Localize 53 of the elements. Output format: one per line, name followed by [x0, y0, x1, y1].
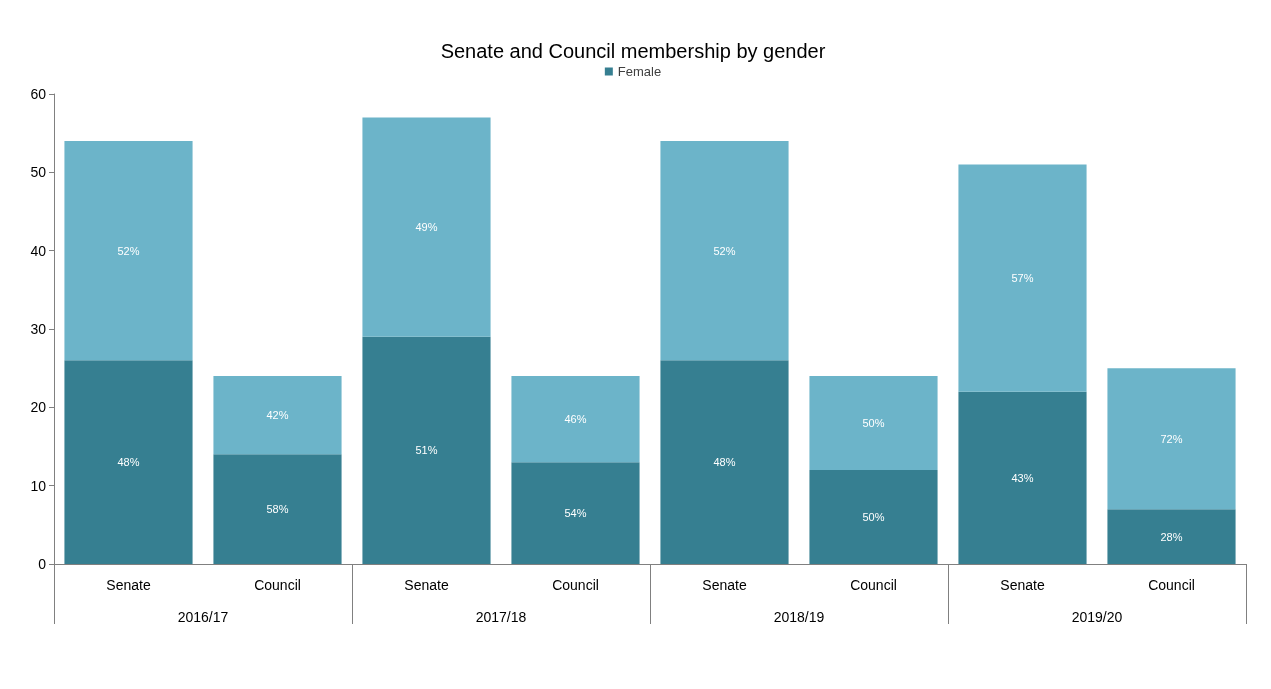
y-tick-label: 0 — [38, 556, 47, 572]
x-tick-label: Senate — [702, 577, 747, 593]
annotation: 54% — [564, 507, 587, 520]
annotation: 50% — [862, 511, 885, 523]
text: 2017/18 — [475, 609, 527, 625]
annotation: 57% — [1011, 272, 1034, 285]
annotation: 50% — [862, 417, 885, 429]
annotation: 52% — [117, 244, 140, 257]
annotation: 43% — [1011, 471, 1034, 484]
y-tick-label: 30 — [30, 321, 47, 337]
bar — [660, 360, 789, 564]
bar — [64, 360, 193, 564]
chart-title: Senate and Council membership by gender — [440, 40, 826, 62]
x-tick-label: Council — [552, 577, 599, 593]
bar — [362, 117, 491, 337]
bar — [958, 164, 1087, 392]
annotation: 48% — [713, 456, 736, 469]
annotation: 72% — [1160, 432, 1183, 445]
y-tick-label: 50 — [30, 164, 47, 181]
bar — [809, 376, 938, 470]
annotation: 51% — [415, 444, 438, 457]
y-tick-label: 10 — [30, 477, 47, 494]
x-tick-label: Council — [254, 577, 301, 593]
bar — [958, 391, 1087, 564]
text: 2016/17 — [177, 609, 229, 625]
text: 2019/20 — [1071, 609, 1123, 625]
annotation: 49% — [415, 221, 438, 234]
bar — [660, 141, 789, 361]
bar — [511, 376, 640, 463]
x-tick-label: Senate — [1000, 577, 1045, 593]
annotation: 28% — [1160, 530, 1183, 543]
x-tick-label: Senate — [404, 577, 449, 593]
annotation: 46% — [564, 413, 587, 426]
bar — [809, 470, 938, 564]
bar — [362, 336, 491, 564]
bar — [64, 141, 193, 361]
y-tick-label: 60 — [30, 86, 47, 102]
annotation: 42% — [266, 409, 289, 422]
legend-label: Female — [617, 64, 662, 79]
bar — [511, 462, 640, 564]
bar — [1107, 509, 1236, 564]
bar — [1107, 368, 1236, 510]
x-tick-label: Senate — [106, 577, 151, 593]
annotation: 52% — [713, 244, 736, 257]
y-tick-label: 40 — [30, 242, 47, 259]
y-tick-label: 20 — [30, 399, 47, 416]
text: 2018/19 — [773, 609, 825, 625]
x-tick-label: Council — [1148, 577, 1195, 593]
bar — [213, 454, 342, 564]
annotation: 48% — [117, 456, 140, 469]
annotation: 58% — [266, 503, 289, 516]
x-tick-label: Council — [850, 577, 897, 593]
bar — [213, 376, 342, 455]
